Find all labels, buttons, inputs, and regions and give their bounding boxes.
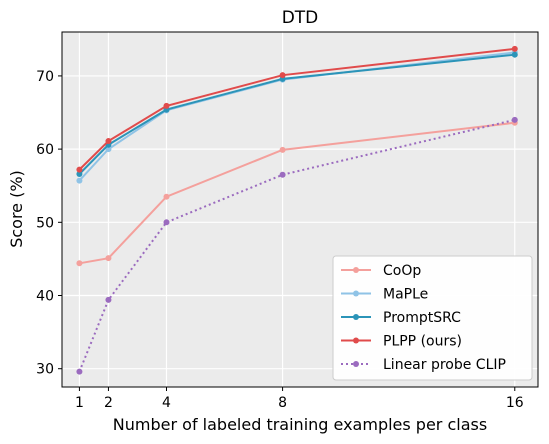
legend-swatch-marker: [353, 337, 359, 344]
data-point: [76, 171, 83, 177]
y-tick-label: 40: [36, 289, 54, 305]
series-line: [78, 118, 516, 373]
legend-label: PromptSRC: [383, 310, 461, 326]
x-tick-label: 1: [75, 395, 84, 411]
legend-swatch-marker: [353, 314, 359, 320]
data-point: [76, 177, 83, 184]
y-axis-label: Score (%): [7, 170, 26, 248]
data-point: [279, 72, 286, 79]
x-tick-label: 16: [506, 395, 524, 411]
data-point: [163, 193, 170, 200]
y-tick-label: 30: [36, 362, 54, 378]
legend-label: Linear probe CLIP: [383, 357, 506, 373]
legend-swatch-marker: [353, 267, 359, 273]
y-tick-label: 60: [36, 142, 54, 158]
x-tick-label: 2: [104, 395, 113, 411]
data-point: [76, 368, 83, 375]
chart-title: DTD: [282, 8, 319, 28]
legend-label: MaPLe: [383, 287, 428, 303]
x-tick-label: 8: [278, 395, 287, 411]
data-point: [279, 171, 286, 178]
legend-swatch-marker: [353, 361, 359, 367]
legend-label: CoOp: [383, 263, 421, 279]
data-point: [105, 138, 112, 145]
legend-swatch-marker: [353, 290, 359, 297]
plot-frame: [61, 31, 539, 388]
y-tick-label: 50: [36, 215, 54, 231]
data-point: [511, 116, 518, 123]
data-point: [76, 260, 83, 267]
data-point: [511, 45, 518, 52]
data-point: [105, 255, 112, 262]
y-tick-label: 70: [36, 69, 54, 85]
x-tick-label: 4: [162, 395, 171, 411]
data-point: [105, 296, 112, 303]
series-plpp-ours: [76, 45, 518, 173]
x-axis-label: Number of labeled training examples per …: [113, 415, 487, 434]
data-point: [511, 51, 518, 58]
data-point: [76, 166, 83, 173]
series-layer: [76, 45, 518, 375]
series-linear-probe-clip: [76, 116, 518, 375]
legend-label: PLPP (ours): [383, 334, 462, 350]
legend: CoOp MaPLe PromptSRC PLPP (ours) Linear prob…: [332, 255, 533, 381]
legend-box: [332, 255, 533, 381]
data-point: [163, 219, 170, 226]
data-point: [163, 102, 170, 109]
data-point: [279, 146, 286, 153]
axes: 1 2 4 8 16 30 40 50 60 70: [36, 31, 539, 411]
series-coop: [76, 119, 518, 267]
